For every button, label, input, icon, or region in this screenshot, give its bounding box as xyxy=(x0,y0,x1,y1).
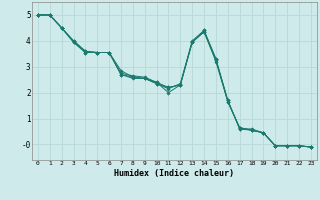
X-axis label: Humidex (Indice chaleur): Humidex (Indice chaleur) xyxy=(115,169,234,178)
